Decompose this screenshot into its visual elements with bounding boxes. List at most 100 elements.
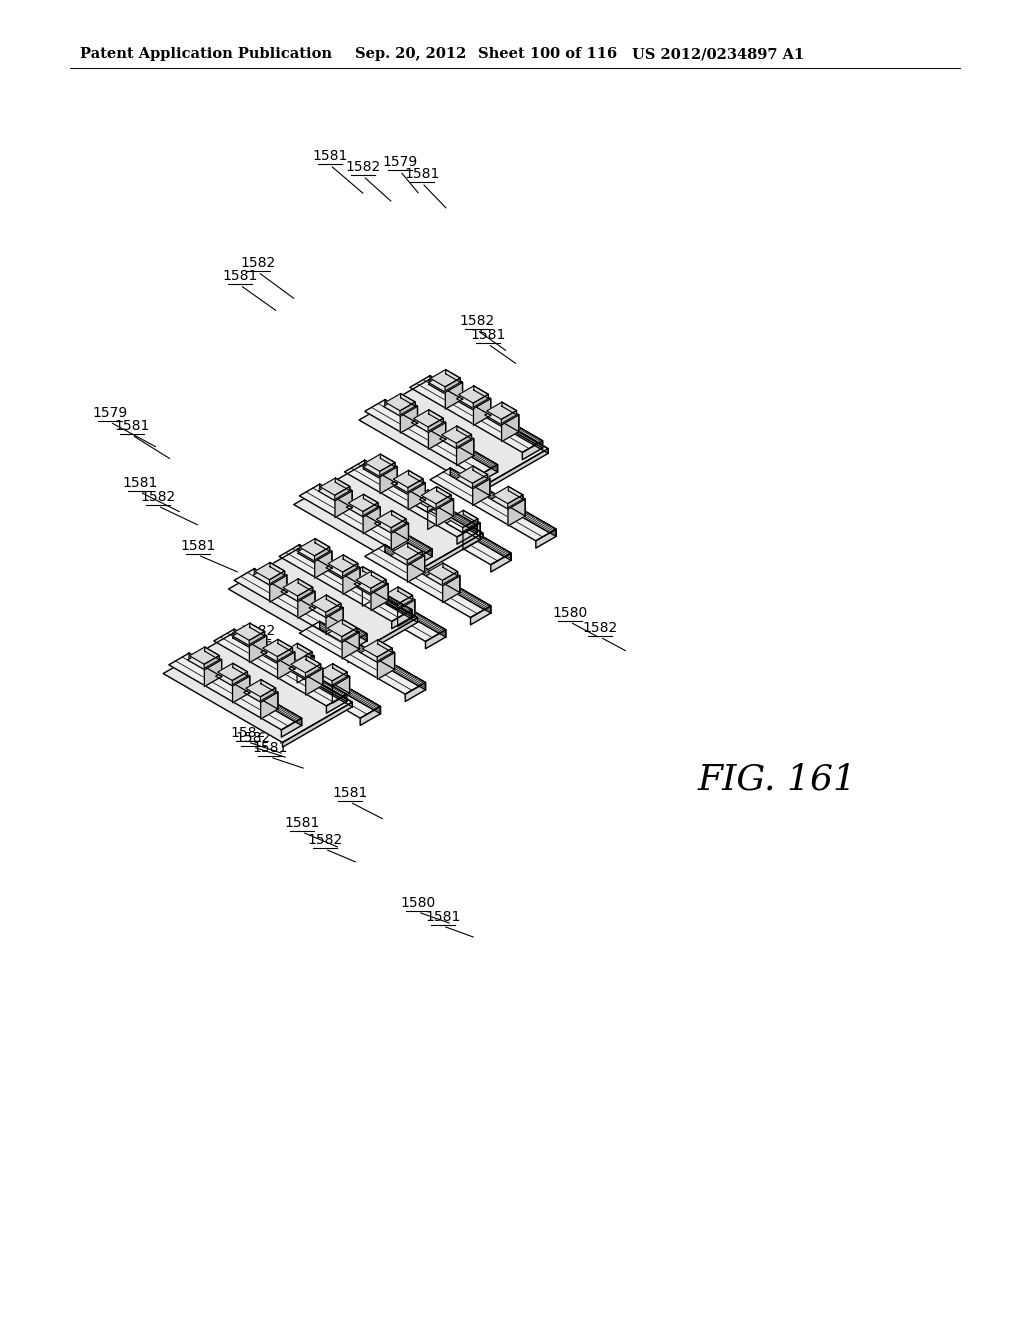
Polygon shape (326, 622, 359, 642)
Polygon shape (298, 591, 315, 618)
Polygon shape (232, 672, 248, 685)
Polygon shape (297, 647, 314, 673)
Polygon shape (362, 579, 380, 606)
Polygon shape (364, 457, 397, 477)
Polygon shape (457, 429, 474, 455)
Polygon shape (187, 649, 221, 669)
Polygon shape (409, 474, 425, 500)
Polygon shape (314, 546, 330, 560)
Polygon shape (205, 647, 219, 660)
Polygon shape (305, 664, 321, 677)
Polygon shape (364, 507, 380, 533)
Polygon shape (385, 545, 490, 612)
Polygon shape (442, 576, 460, 603)
Polygon shape (306, 668, 323, 696)
Polygon shape (366, 454, 395, 471)
Polygon shape (298, 582, 315, 609)
Text: 1581: 1581 (404, 168, 439, 181)
Polygon shape (492, 490, 525, 510)
Polygon shape (278, 652, 295, 678)
Polygon shape (400, 396, 418, 424)
Polygon shape (234, 623, 264, 640)
Text: 1582: 1582 (583, 620, 617, 635)
Polygon shape (297, 656, 314, 682)
Polygon shape (377, 511, 407, 528)
Text: 1580: 1580 (552, 606, 588, 620)
Polygon shape (356, 572, 386, 589)
Polygon shape (250, 623, 264, 636)
Polygon shape (278, 639, 293, 652)
Polygon shape (473, 395, 488, 408)
Polygon shape (400, 407, 418, 433)
Polygon shape (474, 385, 488, 399)
Polygon shape (214, 630, 347, 706)
Polygon shape (400, 393, 416, 407)
Text: Sep. 20, 2012: Sep. 20, 2012 (355, 48, 466, 61)
Polygon shape (428, 503, 444, 529)
Polygon shape (362, 566, 378, 579)
Polygon shape (414, 409, 443, 426)
Polygon shape (327, 595, 341, 607)
Polygon shape (449, 511, 478, 528)
Text: 1581: 1581 (222, 269, 258, 282)
Polygon shape (502, 414, 519, 442)
Polygon shape (430, 370, 460, 387)
Polygon shape (283, 702, 352, 747)
Polygon shape (333, 676, 349, 704)
Polygon shape (232, 667, 250, 693)
Text: US 2012/0234897 A1: US 2012/0234897 A1 (632, 48, 804, 61)
Text: 1581: 1581 (312, 149, 348, 162)
Polygon shape (442, 572, 458, 585)
Polygon shape (380, 457, 397, 483)
Polygon shape (204, 656, 219, 668)
Text: 1581: 1581 (122, 477, 158, 490)
Polygon shape (422, 487, 452, 504)
Polygon shape (472, 474, 487, 487)
Text: 1582: 1582 (230, 726, 265, 741)
Polygon shape (371, 579, 386, 593)
Polygon shape (289, 659, 323, 678)
Text: 1581: 1581 (333, 785, 368, 800)
Polygon shape (459, 385, 488, 403)
Polygon shape (234, 630, 347, 701)
Polygon shape (463, 523, 480, 550)
Polygon shape (346, 498, 380, 517)
Polygon shape (250, 626, 266, 652)
Polygon shape (439, 429, 474, 449)
Polygon shape (397, 599, 415, 627)
Polygon shape (502, 405, 519, 432)
Polygon shape (428, 492, 444, 520)
Polygon shape (392, 543, 422, 560)
Polygon shape (436, 495, 452, 508)
Polygon shape (343, 564, 357, 577)
Polygon shape (335, 480, 352, 508)
Polygon shape (457, 434, 471, 447)
Polygon shape (328, 619, 357, 636)
Polygon shape (335, 491, 352, 517)
Polygon shape (381, 590, 415, 610)
Polygon shape (441, 426, 471, 444)
Polygon shape (298, 578, 312, 591)
Polygon shape (333, 664, 347, 676)
Polygon shape (397, 595, 413, 609)
Text: 1581: 1581 (115, 418, 150, 433)
Text: 1582: 1582 (236, 731, 270, 744)
Polygon shape (354, 574, 388, 594)
Polygon shape (429, 409, 443, 422)
Polygon shape (430, 469, 556, 541)
Polygon shape (232, 676, 250, 702)
Polygon shape (463, 519, 478, 532)
Polygon shape (249, 631, 264, 644)
Polygon shape (445, 383, 463, 409)
Polygon shape (477, 465, 498, 483)
Text: 1582: 1582 (140, 490, 176, 504)
Polygon shape (457, 438, 474, 466)
Polygon shape (234, 569, 367, 645)
Polygon shape (508, 486, 523, 499)
Text: 1581: 1581 (180, 539, 216, 553)
Polygon shape (428, 418, 443, 432)
Polygon shape (443, 564, 458, 576)
Polygon shape (380, 454, 395, 467)
Polygon shape (474, 389, 490, 416)
Polygon shape (348, 494, 378, 512)
